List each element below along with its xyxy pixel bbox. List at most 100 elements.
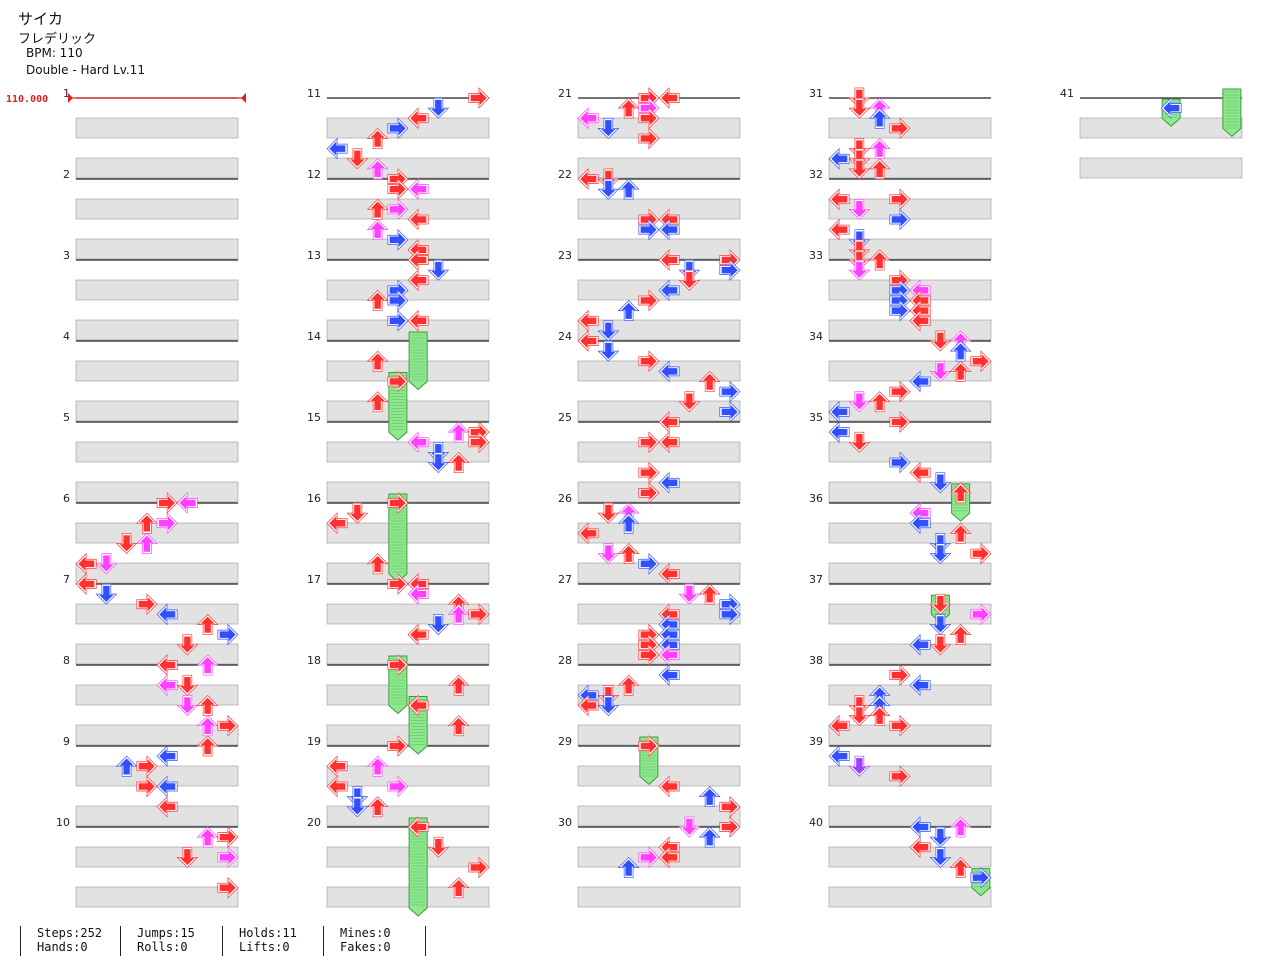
- note-arrow-down: [597, 502, 620, 524]
- beat-band: [75, 360, 239, 382]
- beat-band: [326, 319, 490, 341]
- note-arrow-outline: [617, 856, 640, 878]
- note-arrow-outline: [658, 87, 680, 109]
- note-arrow-outline: [346, 786, 369, 808]
- note-arrow-outline: [407, 269, 429, 292]
- note-arrow-outline: [638, 107, 660, 130]
- measure-number: 1: [63, 87, 70, 100]
- note-arrow-left: [828, 421, 850, 444]
- note-arrow-up: [366, 219, 389, 241]
- note-arrow-outline: [828, 218, 850, 241]
- note-arrow-outline: [407, 309, 429, 332]
- note-arrow-down: [929, 614, 952, 636]
- note-arrow-outline: [447, 715, 470, 737]
- measure-number: 8: [63, 654, 70, 667]
- note-arrow-outline: [387, 289, 409, 312]
- note-arrow-outline: [156, 795, 178, 818]
- note-arrow-outline: [196, 735, 219, 757]
- beat-band: [577, 238, 741, 260]
- note-arrow-left: [828, 218, 850, 241]
- note-arrow-up: [868, 705, 891, 727]
- note-arrow-outline: [366, 755, 389, 777]
- song-title: サイカ: [18, 10, 64, 28]
- note-arrow-down: [678, 583, 701, 605]
- note-arrow-left: [156, 795, 178, 818]
- measure-number: 35: [809, 411, 823, 424]
- note-arrow-down: [929, 634, 952, 656]
- measure-number: 37: [809, 573, 823, 586]
- note-arrow-down: [427, 836, 450, 858]
- note-arrow-outline: [217, 846, 239, 869]
- note-arrow-outline: [658, 643, 680, 666]
- note-arrow-down: [346, 148, 369, 170]
- note-arrow-outline: [196, 613, 219, 635]
- note-arrow-right: [638, 461, 660, 484]
- beat-band: [577, 157, 741, 179]
- note-arrow-outline: [366, 350, 389, 372]
- note-arrow-outline: [658, 846, 680, 869]
- note-arrow-outline: [617, 674, 640, 696]
- note-arrow-down: [597, 695, 620, 717]
- note-arrow-outline: [909, 370, 931, 393]
- note-arrow-right: [387, 198, 409, 221]
- note-arrow-left: [1160, 97, 1182, 120]
- note-arrow-outline: [889, 714, 911, 737]
- note-arrow-outline: [366, 553, 389, 575]
- note-arrow-outline: [427, 441, 450, 463]
- note-arrow-up: [196, 826, 219, 848]
- note-arrow-down: [597, 178, 620, 200]
- note-arrow-right: [387, 492, 409, 514]
- measure-number: 7: [63, 573, 70, 586]
- note-arrow-up: [447, 715, 470, 737]
- stat-steps: Steps:252: [37, 926, 103, 940]
- note-arrow-outline: [366, 158, 389, 180]
- note-arrow-left: [407, 309, 429, 332]
- note-arrow-right: [719, 380, 741, 403]
- beat-band: [577, 562, 741, 584]
- beat-band: [577, 643, 741, 665]
- measure-number: 29: [558, 735, 572, 748]
- note-arrow-outline: [719, 603, 741, 626]
- note-arrow-outline: [346, 796, 369, 818]
- beat-band: [577, 522, 741, 544]
- stat-rolls: Rolls:0: [137, 940, 188, 954]
- note-arrow-outline: [366, 219, 389, 241]
- beat-band: [828, 805, 992, 827]
- note-arrow-left: [658, 218, 680, 241]
- note-arrow-down: [176, 674, 199, 696]
- note-arrow-left: [658, 471, 680, 494]
- note-arrow-left: [658, 846, 680, 869]
- note-arrow-right: [638, 431, 660, 454]
- note-arrow-down: [678, 269, 701, 291]
- note-arrow-left: [407, 178, 429, 201]
- note-arrow-down: [848, 97, 871, 119]
- note-arrow-outline: [407, 694, 429, 717]
- note-arrow-outline: [366, 127, 389, 149]
- song-artist: フレデリック: [18, 32, 97, 47]
- measure-number: 26: [558, 492, 572, 505]
- note-arrow-outline: [387, 117, 409, 140]
- note-arrow-outline: [678, 583, 701, 605]
- beat-band: [326, 643, 490, 665]
- note-arrow-outline: [577, 522, 599, 545]
- measure-number: 22: [558, 168, 572, 181]
- note-arrow-outline: [1160, 97, 1182, 120]
- beat-band: [75, 805, 239, 827]
- note-arrow-outline: [929, 543, 952, 565]
- note-arrow-up: [447, 451, 470, 473]
- difficulty-label: Double - Hard Lv.11: [26, 63, 145, 77]
- note-arrow-outline: [326, 512, 348, 535]
- beat-band: [577, 724, 741, 746]
- note-arrow-down: [597, 320, 620, 342]
- note-arrow-left: [658, 562, 680, 585]
- note-arrow-outline: [95, 553, 118, 575]
- note-arrow-right: [889, 188, 911, 211]
- measure-number: 39: [809, 735, 823, 748]
- note-arrow-outline: [617, 543, 640, 565]
- chart-measures: 1234567891011121314151617181920212223242…: [56, 87, 1243, 908]
- measure-number: 4: [63, 330, 70, 343]
- note-arrow-outline: [135, 532, 158, 554]
- hold-note: [408, 817, 428, 917]
- note-arrow-outline: [638, 461, 660, 484]
- note-arrow-up: [196, 654, 219, 676]
